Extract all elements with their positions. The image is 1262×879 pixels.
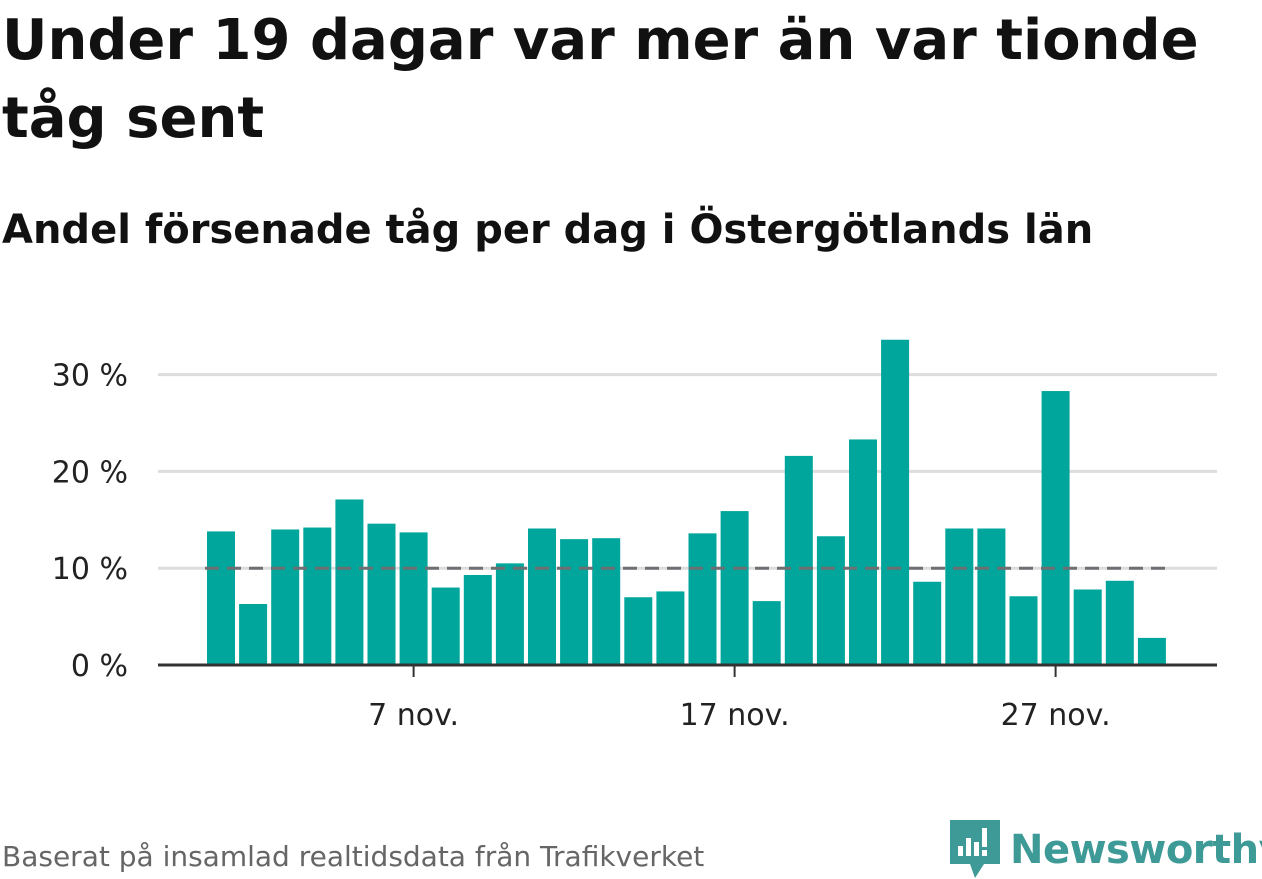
bar	[816, 536, 845, 665]
bar	[752, 601, 781, 665]
bar	[367, 523, 396, 665]
bar	[271, 529, 300, 665]
newsworthy-logo-icon	[950, 820, 1000, 878]
bar	[913, 581, 942, 665]
bar	[784, 455, 813, 665]
y-tick-label: 20 %	[52, 455, 128, 490]
source-note: Baserat på insamlad realtidsdata från Tr…	[2, 840, 705, 873]
bar-chart: 0 % 10 % 20 % 30 % 7 nov. 17 nov. 27 nov.	[52, 339, 1217, 733]
bar	[1073, 589, 1102, 665]
bar	[1009, 596, 1038, 665]
gridlines	[158, 373, 1217, 570]
bar	[1041, 391, 1070, 665]
x-tick-label: 27 nov.	[1001, 698, 1111, 733]
y-axis-labels: 0 % 10 % 20 % 30 %	[52, 359, 128, 684]
bar	[945, 528, 974, 665]
bars	[207, 339, 1166, 665]
bar	[335, 499, 364, 665]
bar	[592, 538, 621, 665]
bar	[399, 532, 428, 665]
brand-name: Newsworthy	[1010, 827, 1262, 873]
x-tick-label: 7 nov.	[368, 698, 459, 733]
bar	[720, 511, 749, 665]
bar	[977, 528, 1006, 665]
bar	[849, 439, 877, 665]
x-axis: 7 nov. 17 nov. 27 nov.	[158, 663, 1217, 733]
bar	[528, 528, 556, 665]
bar	[463, 574, 492, 665]
x-tick-label: 17 nov.	[680, 698, 790, 733]
bar	[1137, 637, 1166, 665]
y-tick-label: 30 %	[52, 359, 128, 394]
chart-subtitle: Andel försenade tåg per dag i Östergötla…	[2, 207, 1094, 253]
bar	[560, 539, 589, 665]
bar	[1105, 580, 1134, 665]
bar	[303, 527, 332, 665]
bar	[688, 533, 717, 665]
bar	[624, 597, 653, 665]
bar	[207, 531, 235, 665]
bar	[495, 563, 524, 665]
bar	[239, 604, 268, 665]
bar	[431, 587, 460, 665]
chart-title: Under 19 dagar var mer än var tionde tåg…	[2, 8, 1199, 151]
bar	[656, 591, 685, 665]
y-tick-label: 0 %	[71, 649, 128, 684]
brand-logo: Newsworthy	[950, 820, 1262, 879]
y-tick-label: 10 %	[52, 552, 128, 587]
bar	[881, 339, 910, 665]
